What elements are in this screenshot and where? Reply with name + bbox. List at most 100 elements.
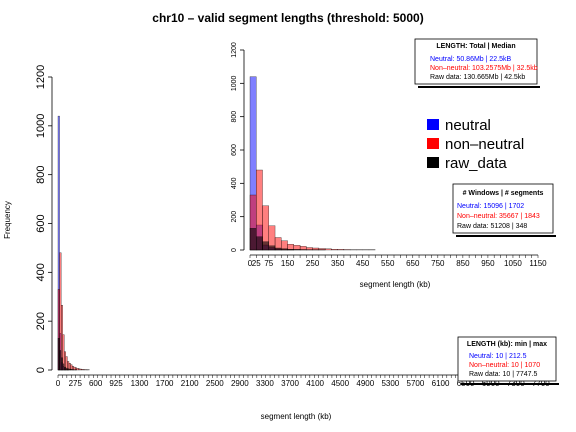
legend-totals-title: LENGTH: Total | Median [436,43,515,50]
x-tick-label: 2100 [181,379,199,388]
y-tick-label: 1200 [35,65,47,89]
legend-windows-raw: Raw data: 51208 | 348 [457,223,527,230]
bar-raw_data [62,363,65,371]
x-tick-label: 750 [431,259,445,268]
bar-raw_data [57,338,60,371]
inset-bars [249,76,376,251]
bar-raw_data [68,368,71,371]
inset-x-label: segment length (kb) [360,280,431,289]
y-tick-label: 600 [35,214,47,232]
bar-raw_data [70,369,73,371]
y-tick-label: 0 [35,367,47,373]
bar-non-neutral [343,249,351,251]
x-tick-label: 25 [252,259,261,268]
inset-x-axis: 0 25 75 150 250 350 450 550 650 750 850 950 1050 1150 [248,254,547,268]
bar-raw_data [281,248,288,251]
legend-minmax-raw: Raw data: 10 | 7747.5 [469,371,537,378]
legend-swatch-neutral [427,119,439,130]
x-tick-label: 1150 [529,259,547,268]
bar-non-neutral [331,249,338,251]
bar-non-neutral [79,368,82,371]
x-tick-label: 5300 [381,379,399,388]
legend-minmax: LENGTH (kb): min | max Neutral: 10 | 212… [457,336,559,385]
bar-raw_data [293,249,301,251]
legend-totals-neutral: Neutral: 50.86Mb | 22.5kB [430,56,512,63]
bar-raw_data [262,241,269,251]
x-tick-label: 350 [331,259,345,268]
y-tick-label: 800 [231,111,238,123]
x-tick-label: 550 [381,259,395,268]
y-tick-label: 600 [231,144,238,156]
bar-non-neutral [337,249,345,251]
legend-minmax-title: LENGTH (kb): min | max [467,341,547,348]
x-tick-label: 850 [456,259,470,268]
chart-title: chr10 – valid segment lengths (threshold… [152,11,423,25]
x-tick-label: 2500 [206,379,224,388]
x-tick-label: 650 [406,259,420,268]
bar-raw_data [256,236,263,251]
bar-raw_data [299,249,307,251]
x-tick-label: 4500 [331,379,349,388]
legend-totals: LENGTH: Total | Median Neutral: 50.86Mb … [414,38,540,88]
bar-non-neutral [76,368,79,371]
x-tick-label: 0 [248,259,253,268]
bar-raw_data [64,366,66,371]
bar-raw_data [249,228,257,251]
x-tick-label: 6100 [432,379,450,388]
x-tick-label: 1050 [504,259,522,268]
bar-raw_data [274,247,282,251]
y-tick-label: 1000 [35,114,47,138]
bar-raw_data [59,350,62,371]
main-x-label: segment length (kb) [261,412,332,421]
legend-label-non-neutral: non–neutral [445,136,524,153]
legend-swatch-raw [427,157,439,168]
y-tick-label: 800 [35,165,47,183]
x-tick-label: 4100 [306,379,324,388]
legend-minmax-neutral: Neutral: 10 | 212.5 [469,353,527,360]
x-tick-label: 0 [56,379,61,388]
x-tick-label: 450 [356,259,370,268]
y-tick-label: 1000 [231,75,238,91]
main-bars [57,115,90,371]
x-tick-label: 4900 [356,379,374,388]
x-tick-label: 1700 [156,379,174,388]
x-tick-label: 1300 [131,379,149,388]
x-tick-label: 2900 [231,379,249,388]
x-tick-label: 75 [264,259,273,268]
bar-raw_data [268,245,276,251]
x-tick-label: 3300 [256,379,274,388]
bar-non-neutral [73,366,76,371]
y-tick-label: 400 [231,177,238,189]
legend-swatch-non-neutral [427,138,439,149]
bar-raw_data [67,368,70,371]
bar-raw_data [287,249,294,251]
main-y-label: Frequency [3,201,12,239]
bar-non-neutral [324,248,332,251]
legend-totals-non-neutral: Non–neutral: 103.2575Mb | 32.5kb [430,65,538,72]
y-tick-label: 1200 [231,42,238,58]
x-tick-label: 600 [89,379,103,388]
x-tick-label: 3700 [281,379,299,388]
main-y-axis: 0 200 400 600 800 1000 1200 [35,65,53,373]
x-tick-label: 925 [109,379,123,388]
inset-y-axis: 0 200 400 600 800 1000 1200 [231,42,245,252]
legend-label-raw: raw_data [445,155,507,172]
bar-non-neutral [81,369,84,371]
bar-raw_data [65,367,68,371]
y-tick-label: 200 [231,211,238,223]
x-tick-label: 250 [306,259,320,268]
x-tick-label: 275 [69,379,83,388]
x-tick-label: 5700 [407,379,425,388]
legend-minmax-non-neutral: Non–neutral: 10 | 1070 [469,362,540,369]
bar-non-neutral [78,368,81,371]
y-tick-label: 200 [35,312,47,330]
legend-main: neutral non–neutral raw_data [427,117,524,172]
legend-windows-non-neutral: Non–neutral: 35667 | 1843 [457,213,540,220]
x-tick-label: 150 [281,259,295,268]
legend-windows-neutral: Neutral: 15096 | 1702 [457,203,524,210]
y-tick-label: 400 [35,263,47,281]
legend-totals-raw: Raw data: 130.665Mb | 42.5kb [430,74,525,81]
legend-windows: # Windows | # segments Neutral: 15096 | … [452,183,556,237]
x-tick-label: 950 [481,259,495,268]
